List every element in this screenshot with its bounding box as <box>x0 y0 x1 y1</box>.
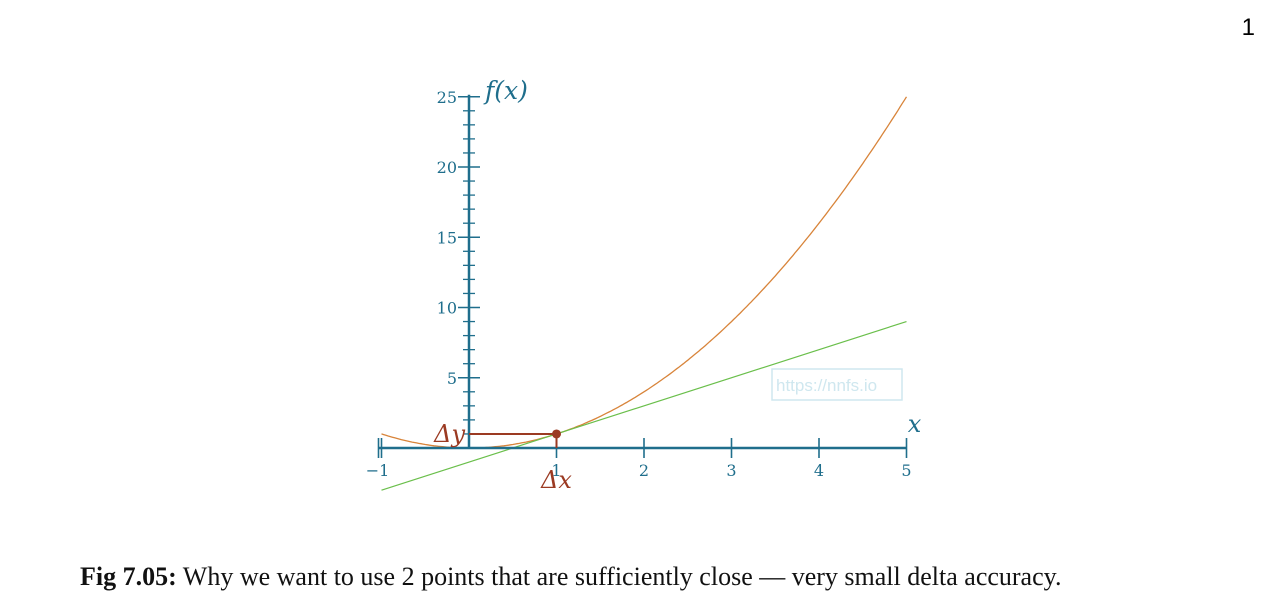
tangent-line <box>381 320 907 491</box>
delta-y-label: Δy <box>433 420 465 448</box>
delta-x-label: Δx <box>540 466 572 494</box>
x-tick-label: 2 <box>639 461 649 480</box>
y-tick-label: 20 <box>437 158 457 177</box>
x-tick-label: 1 <box>551 461 561 480</box>
x-axis-label: x <box>908 410 922 438</box>
figure-caption: Fig 7.05: Why we want to use 2 points th… <box>80 562 1260 592</box>
caption-text: Why we want to use 2 points that are suf… <box>182 562 1062 591</box>
figure-plot: https://nnfs.io −1 1 2 3 4 5 5 10 15 20 25 x f(x) Δy Δ… <box>366 76 922 494</box>
x-tick-label: 5 <box>901 461 911 480</box>
y-tick-label: 10 <box>437 299 457 318</box>
x-tick-label: 3 <box>726 461 736 480</box>
parabola-curve <box>381 96 908 449</box>
y-tick-label: 15 <box>437 228 457 247</box>
watermark-box <box>771 368 903 401</box>
x-tick-label: 4 <box>814 461 824 480</box>
y-tick-label: 5 <box>447 369 457 388</box>
y-axis-label: f(x) <box>483 76 528 105</box>
tangent-point <box>552 429 561 439</box>
watermark-text: https://nnfs.io <box>776 376 877 395</box>
caption-label: Fig 7.05: <box>80 562 177 591</box>
x-tick-label: −1 <box>366 461 390 480</box>
y-tick-label: 25 <box>437 88 457 107</box>
page-number: 1 <box>1241 14 1255 41</box>
